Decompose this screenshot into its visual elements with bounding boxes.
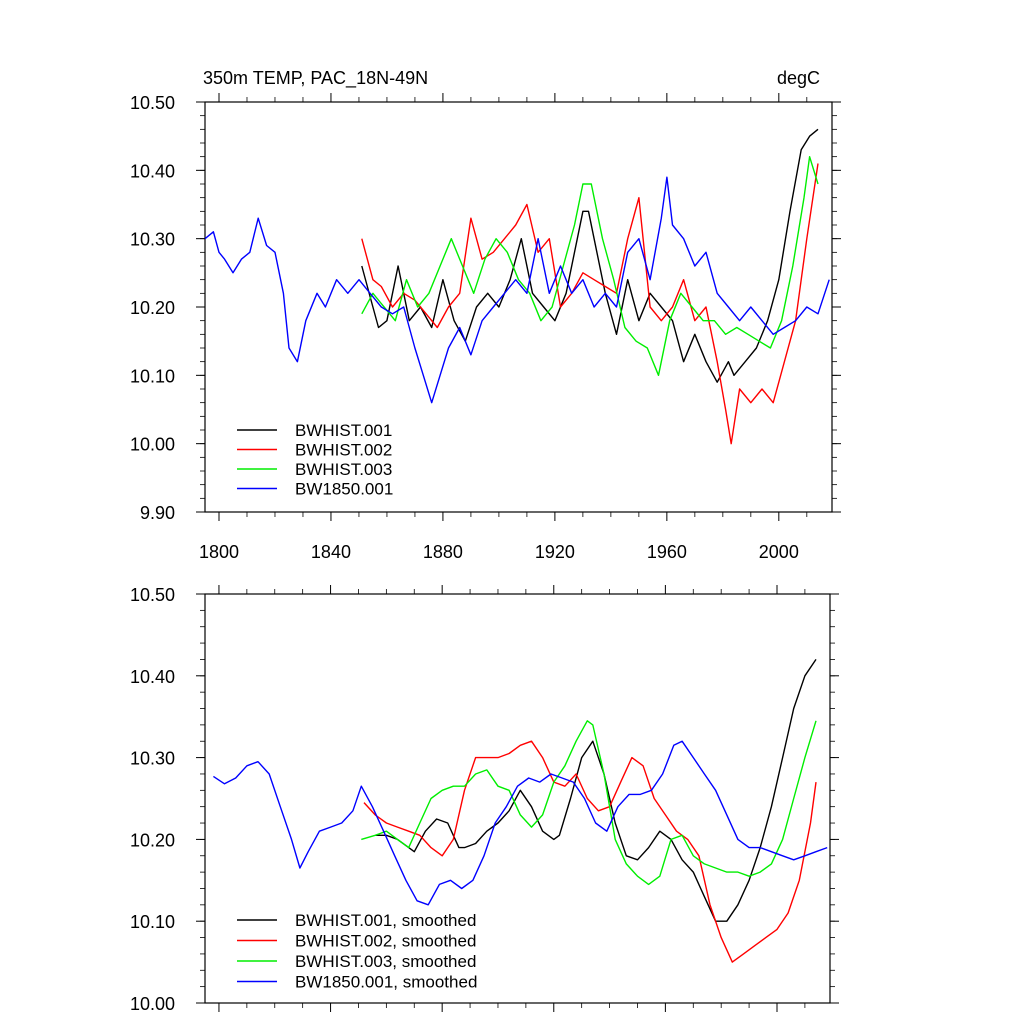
top-panel: 10.50 10.40 10.30 10.20 10.10 10.00 9.90 1800 18… [130, 93, 841, 562]
y-tick-label: 10.00 [130, 994, 175, 1014]
y-tick-label: 10.00 [130, 435, 175, 455]
x-tick-label: 2000 [759, 542, 799, 562]
y-tick-label: 10.30 [130, 230, 175, 250]
series-line-bw1850-001-smoothed [213, 740, 828, 906]
x-tick-label: 1880 [423, 542, 463, 562]
legend-label: BWHIST.001, smoothed [295, 911, 476, 930]
legend-label: BWHIST.003, smoothed [295, 952, 476, 971]
series-line-bw1850-001 [204, 176, 830, 404]
x-tick-label: 1800 [199, 542, 239, 562]
y-tick-label: 10.40 [130, 667, 175, 687]
y-tick-label: 10.20 [130, 830, 175, 850]
y-tick-label: 10.20 [130, 298, 175, 318]
series-line-bwhist-002-smoothed [363, 740, 817, 963]
legend-label: BWHIST.002, smoothed [295, 932, 476, 951]
y-tick-label: 10.50 [130, 585, 175, 605]
x-tick-label: 1920 [535, 542, 575, 562]
y-tick-label: 9.90 [140, 503, 175, 523]
chart-units-label: degC [777, 68, 820, 88]
chart-title-left: 350m TEMP, PAC_18N-49N [203, 68, 428, 89]
series-line-bwhist-001-smoothed [375, 659, 817, 922]
y-tick-label: 10.50 [130, 93, 175, 113]
legend-label: BW1850.001, smoothed [295, 973, 477, 992]
series-line-bwhist-002 [361, 163, 819, 445]
y-tick-label: 10.10 [130, 366, 175, 386]
plot-frame [204, 593, 831, 1004]
x-tick-label: 1840 [311, 542, 351, 562]
legend-label: BWHIST.003 [295, 460, 392, 479]
series-line-bwhist-001 [361, 128, 819, 383]
x-tick-label: 1960 [647, 542, 687, 562]
series-line-bwhist-003-smoothed [361, 720, 817, 886]
legend-label: BWHIST.001 [295, 421, 392, 440]
legend-label: BW1850.001 [295, 480, 393, 499]
bottom-panel: 10.50 10.40 10.30 10.20 10.10 10.00 BWHIST.001… [130, 585, 839, 1014]
y-tick-label: 10.10 [130, 912, 175, 932]
legend-label: BWHIST.002 [295, 441, 392, 460]
y-tick-label: 10.30 [130, 749, 175, 769]
y-tick-label: 10.40 [130, 161, 175, 181]
series-line-bwhist-003 [361, 155, 819, 376]
